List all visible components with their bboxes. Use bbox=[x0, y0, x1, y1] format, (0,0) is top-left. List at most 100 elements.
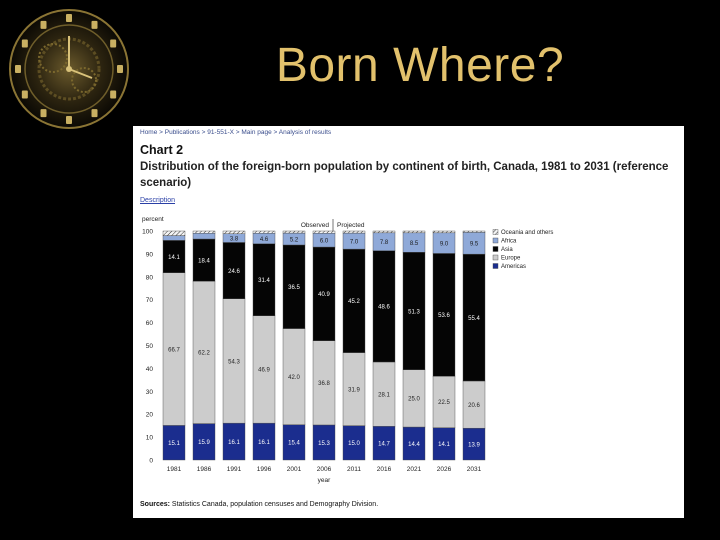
data-label: 9.0 bbox=[440, 241, 449, 247]
sources-text: Statistics Canada, population censuses a… bbox=[171, 501, 379, 508]
data-label: 31.4 bbox=[258, 278, 270, 284]
description-link[interactable]: Description bbox=[140, 197, 176, 204]
sources-label: Sources: bbox=[140, 501, 170, 508]
data-label: 28.1 bbox=[378, 392, 390, 398]
bar-segment-oceania-and-others bbox=[282, 230, 306, 234]
y-axis-label: percent bbox=[142, 216, 164, 223]
x-tick-label: 1991 bbox=[227, 466, 242, 473]
y-tick-label: 50 bbox=[146, 343, 154, 350]
chart-label: Chart 2 bbox=[140, 143, 184, 157]
y-tick-label: 70 bbox=[146, 297, 154, 304]
data-label: 62.2 bbox=[198, 351, 210, 357]
data-label: 46.9 bbox=[258, 368, 270, 374]
data-label: 9.5 bbox=[470, 242, 479, 248]
data-label: 5.2 bbox=[290, 237, 299, 243]
legend-entry: Americas bbox=[501, 264, 526, 270]
bar-segment-oceania-and-others bbox=[372, 230, 396, 234]
slide-title: Born Where? bbox=[275, 39, 565, 92]
projected-label: Projected bbox=[337, 222, 365, 229]
bar-segment-oceania-and-others bbox=[162, 230, 186, 236]
data-label: 14.1 bbox=[168, 255, 180, 261]
data-label: 15.0 bbox=[348, 441, 360, 447]
data-label: 14.4 bbox=[408, 442, 420, 448]
data-label: 4.6 bbox=[260, 237, 269, 243]
data-label: 42.0 bbox=[288, 375, 300, 381]
data-label: 40.9 bbox=[318, 292, 330, 298]
clock-decoration-image bbox=[9, 9, 129, 129]
legend-entry: Oceania and others bbox=[501, 230, 553, 236]
legend-swatch bbox=[492, 246, 499, 252]
data-label: 15.4 bbox=[288, 441, 300, 447]
chart-title: Distribution of the foreign-born populat… bbox=[140, 161, 669, 189]
legend-entry: Europe bbox=[501, 256, 521, 262]
data-label: 55.4 bbox=[468, 316, 480, 322]
data-label: 15.1 bbox=[168, 441, 180, 447]
y-tick-label: 30 bbox=[146, 389, 154, 396]
data-label: 16.1 bbox=[228, 440, 240, 446]
data-label: 24.6 bbox=[228, 269, 240, 275]
x-tick-label: 2031 bbox=[467, 466, 482, 473]
x-tick-label: 2026 bbox=[437, 466, 452, 473]
data-label: 16.1 bbox=[258, 440, 270, 446]
data-label: 14.1 bbox=[438, 442, 450, 448]
y-tick-label: 60 bbox=[146, 320, 154, 327]
bar-segment-oceania-and-others bbox=[252, 230, 276, 234]
data-label: 8.5 bbox=[410, 241, 419, 247]
legend-swatch bbox=[492, 237, 499, 244]
y-tick-label: 90 bbox=[146, 251, 154, 258]
x-tick-label: 1996 bbox=[257, 466, 272, 473]
x-tick-label: 2011 bbox=[347, 466, 361, 473]
stacked-bar-chart: 15.1 66.7 14.1 15.9 62.2 18.4 16.1 54.3 24.6 3.8 1… bbox=[142, 216, 553, 484]
x-tick-label: 1986 bbox=[197, 466, 212, 473]
legend-swatch bbox=[492, 229, 499, 235]
bar-segment-oceania-and-others bbox=[312, 230, 336, 234]
bar-segment-oceania-and-others bbox=[402, 230, 426, 234]
data-label: 7.0 bbox=[350, 239, 359, 245]
data-label: 53.6 bbox=[438, 313, 450, 319]
data-label: 36.5 bbox=[288, 285, 300, 291]
data-label: 45.2 bbox=[348, 299, 360, 305]
data-label: 15.9 bbox=[198, 440, 210, 446]
y-tick-label: 100 bbox=[142, 229, 153, 236]
data-label: 14.7 bbox=[378, 441, 390, 447]
sources-note: Sources: Statistics Canada, population c… bbox=[140, 501, 378, 508]
x-tick-label: 2006 bbox=[317, 466, 332, 473]
data-label: 48.6 bbox=[378, 305, 390, 311]
y-tick-label: 40 bbox=[146, 366, 154, 373]
legend-swatch bbox=[492, 254, 499, 261]
bar-segment-oceania-and-others bbox=[342, 230, 366, 234]
data-label: 25.0 bbox=[408, 397, 420, 403]
x-tick-label: 2001 bbox=[287, 466, 302, 473]
data-label: 6.0 bbox=[320, 238, 329, 244]
data-label: 36.8 bbox=[318, 381, 330, 387]
legend-swatch bbox=[492, 263, 499, 269]
x-axis-label: year bbox=[318, 477, 331, 484]
data-label: 15.3 bbox=[318, 441, 330, 447]
x-tick-label: 2021 bbox=[407, 466, 422, 473]
data-label: 20.6 bbox=[468, 403, 480, 409]
y-tick-label: 80 bbox=[146, 274, 154, 281]
bar-segment-oceania-and-others bbox=[432, 230, 456, 234]
x-tick-label: 1981 bbox=[167, 466, 182, 473]
data-label: 54.3 bbox=[228, 359, 240, 365]
y-tick-label: 0 bbox=[149, 458, 153, 465]
data-label: 7.8 bbox=[380, 240, 389, 246]
data-label: 3.8 bbox=[230, 236, 239, 242]
breadcrumb[interactable]: Home > Publications > 91-551-X > Main pa… bbox=[140, 129, 332, 136]
legend-entry: Asia bbox=[501, 247, 513, 253]
observed-label: Observed bbox=[301, 222, 330, 229]
y-tick-label: 10 bbox=[146, 435, 154, 442]
data-label: 66.7 bbox=[168, 347, 180, 353]
bar-segment-africa bbox=[192, 233, 216, 240]
bar-segment-oceania-and-others bbox=[462, 230, 486, 233]
data-label: 51.3 bbox=[408, 309, 420, 315]
bar-segment-africa bbox=[162, 235, 186, 241]
bar-segment-oceania-and-others bbox=[222, 230, 246, 234]
y-tick-label: 20 bbox=[146, 412, 154, 419]
x-tick-label: 2016 bbox=[377, 466, 392, 473]
data-label: 13.9 bbox=[468, 442, 480, 448]
bar-segment-oceania-and-others bbox=[192, 230, 216, 234]
data-label: 22.5 bbox=[438, 400, 450, 406]
chart-screenshot-panel: Home > Publications > 91-551-X > Main pa… bbox=[133, 126, 684, 518]
data-label: 18.4 bbox=[198, 258, 210, 264]
